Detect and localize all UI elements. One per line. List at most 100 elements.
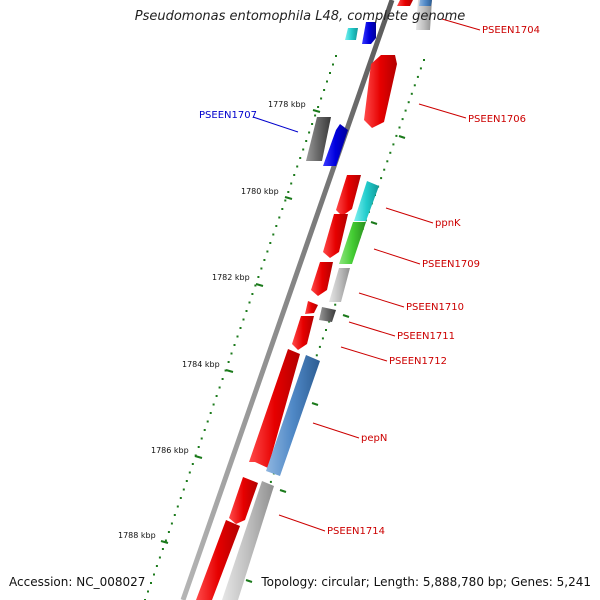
gene-feature-pseen1714[interactable] <box>222 481 274 600</box>
gene-label-pseen1709[interactable]: PSEEN1709 <box>422 259 480 270</box>
gene-label-pseen1710[interactable]: PSEEN1710 <box>406 302 464 313</box>
ruler-dot <box>200 437 203 440</box>
gene-feature-top-cyan[interactable] <box>345 28 358 40</box>
gene-feature-red-e[interactable] <box>249 349 300 468</box>
gene-features <box>196 0 432 600</box>
gene-feature-red-f[interactable] <box>229 477 258 524</box>
leader-pseen1712 <box>340 346 388 362</box>
leader-pseen1710 <box>358 292 405 308</box>
ruler-dot <box>251 293 254 295</box>
gene-feature-red-a[interactable] <box>336 175 361 216</box>
ruler-dot <box>203 429 206 431</box>
gene-feature-top-gray[interactable] <box>416 0 432 30</box>
gene-feature-top-blue[interactable] <box>362 22 376 44</box>
ruler-dot <box>386 160 389 163</box>
ruler-dot <box>395 134 398 137</box>
ruler-dot <box>419 67 422 70</box>
gene-label-pseen1711[interactable]: PSEEN1711 <box>397 331 455 342</box>
ruler-dot <box>173 514 176 516</box>
ruler-dot <box>245 310 248 312</box>
ruler-dot <box>332 63 334 66</box>
tick-label-1784: 1784 kbp <box>182 360 220 369</box>
leader-pseen1711 <box>348 321 396 337</box>
major-tick-5 <box>160 540 169 544</box>
gene-label-pseen1714[interactable]: PSEEN1714 <box>327 526 385 537</box>
gene-label-pseen1712[interactable]: PSEEN1712 <box>389 356 447 367</box>
gene-feature-pseen1711[interactable] <box>319 307 336 322</box>
gene-feature-dark-1[interactable] <box>306 117 331 161</box>
ruler-dot <box>248 301 251 304</box>
ruler-dot <box>284 199 287 202</box>
outer-major-tick-5 <box>245 579 253 583</box>
ruler-dot <box>321 337 324 340</box>
ruler-dot <box>188 471 191 474</box>
gene-label-ppnk[interactable]: ppnK <box>435 218 461 229</box>
ruler-dot <box>176 505 179 508</box>
outer-major-tick-0 <box>398 135 406 139</box>
leader-pseen1707 <box>252 116 299 133</box>
gene-feature-ppnk[interactable] <box>354 181 379 221</box>
outer-major-tick-2 <box>342 314 350 318</box>
ruler-dot <box>164 539 167 542</box>
gene-feature-top-steel[interactable] <box>419 0 432 6</box>
ruler-dot <box>287 191 290 193</box>
major-tick-4 <box>194 455 203 459</box>
ruler-dot <box>329 72 331 74</box>
leader-pepn <box>312 422 360 439</box>
ruler-dot <box>315 354 318 357</box>
ruler-dot <box>275 225 278 227</box>
ruler-dot <box>416 75 419 78</box>
ruler-dot <box>206 420 209 423</box>
ruler-dot <box>236 335 239 338</box>
gene-feature-pepn[interactable] <box>266 355 320 476</box>
ruler-dot <box>326 80 328 83</box>
ruler-dot <box>150 582 152 584</box>
ruler-dot <box>302 148 305 151</box>
tick-label-1778: 1778 kbp <box>268 100 306 109</box>
ruler-dot <box>278 216 281 219</box>
gene-label-pseen1706[interactable]: PSEEN1706 <box>468 114 526 125</box>
gene-feature-pseen1707[interactable] <box>323 124 348 166</box>
ruler-dot <box>233 344 236 346</box>
ruler-dot <box>239 327 242 329</box>
gene-feature-pseen1706[interactable] <box>364 55 397 128</box>
ruler-dot <box>272 233 275 236</box>
tick-label-1786: 1786 kbp <box>151 446 189 455</box>
ruler-dot <box>380 177 383 180</box>
major-tick-2 <box>255 283 264 287</box>
gene-label-pseen1707[interactable]: PSEEN1707 <box>199 110 257 121</box>
genome-backbone <box>180 0 395 600</box>
ruler-dot <box>320 97 323 100</box>
ruler-dot <box>404 109 407 112</box>
ruler-dot <box>215 395 218 397</box>
leader-pseen1709 <box>373 248 421 265</box>
ruler-dot <box>383 168 386 171</box>
ruler-dot <box>389 151 392 154</box>
gene-label-pseen1704[interactable]: PSEEN1704 <box>482 25 540 36</box>
ruler-dot <box>147 590 149 593</box>
ruler-dot <box>293 174 296 176</box>
ruler-dot <box>318 345 321 348</box>
ruler-dot <box>179 497 182 499</box>
ruler-dot <box>290 182 293 185</box>
gene-feature-pseen1709[interactable] <box>339 222 366 264</box>
gene-feature-red-d[interactable] <box>305 301 318 314</box>
gene-feature-pseen1710[interactable] <box>329 268 350 302</box>
ruler-dot <box>191 463 194 465</box>
ruler-dot <box>227 361 230 363</box>
ruler-dot <box>314 114 317 117</box>
ruler-dot <box>269 242 272 244</box>
gene-feature-top-red[interactable] <box>397 0 413 6</box>
gene-label-pepn[interactable]: pepN <box>361 433 387 444</box>
gene-feature-red-c[interactable] <box>311 262 333 296</box>
tick-label-1780: 1780 kbp <box>241 187 279 196</box>
ruler-dot <box>392 143 395 146</box>
gene-feature-red-g[interactable] <box>196 520 240 600</box>
gene-feature-pseen1712[interactable] <box>292 316 314 350</box>
outer-major-tick-1 <box>370 221 378 225</box>
tick-label-1782: 1782 kbp <box>212 273 250 282</box>
leader-ppnk <box>385 207 434 224</box>
ruler-dot <box>328 320 331 323</box>
gene-feature-red-b[interactable] <box>323 214 348 258</box>
